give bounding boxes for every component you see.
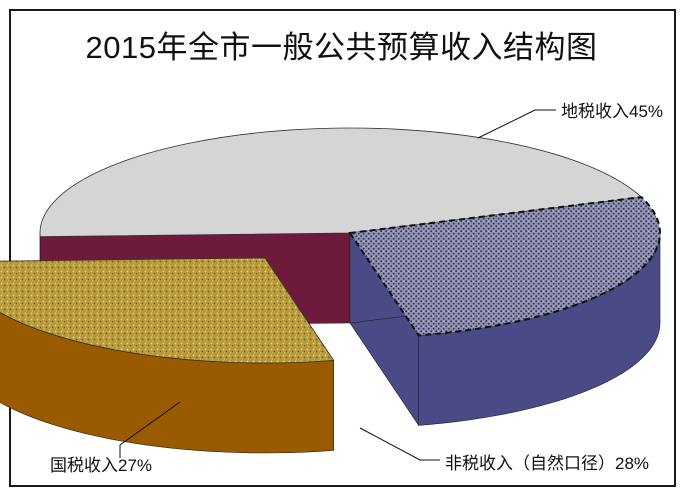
data-label-non-tax: 非税收入（自然口径）28%: [445, 454, 650, 473]
pie-slice-non-tax: [0, 257, 335, 454]
pie-slice-national-tax: [348, 196, 661, 427]
leader-line-ground-tax: [477, 109, 556, 139]
chart-title: 2015年全市一般公共预算收入结构图: [85, 30, 598, 65]
pie-top-non-tax: [0, 257, 335, 364]
pie-top-ground-tax: [39, 127, 643, 238]
pie-top-national-tax: [348, 196, 661, 337]
data-label-ground-tax: 地税收入45%: [561, 102, 664, 121]
leader-line-national-tax: [119, 401, 181, 458]
data-label-national-tax: 国税收入27%: [50, 456, 153, 475]
leader-line-non-tax: [359, 427, 440, 461]
